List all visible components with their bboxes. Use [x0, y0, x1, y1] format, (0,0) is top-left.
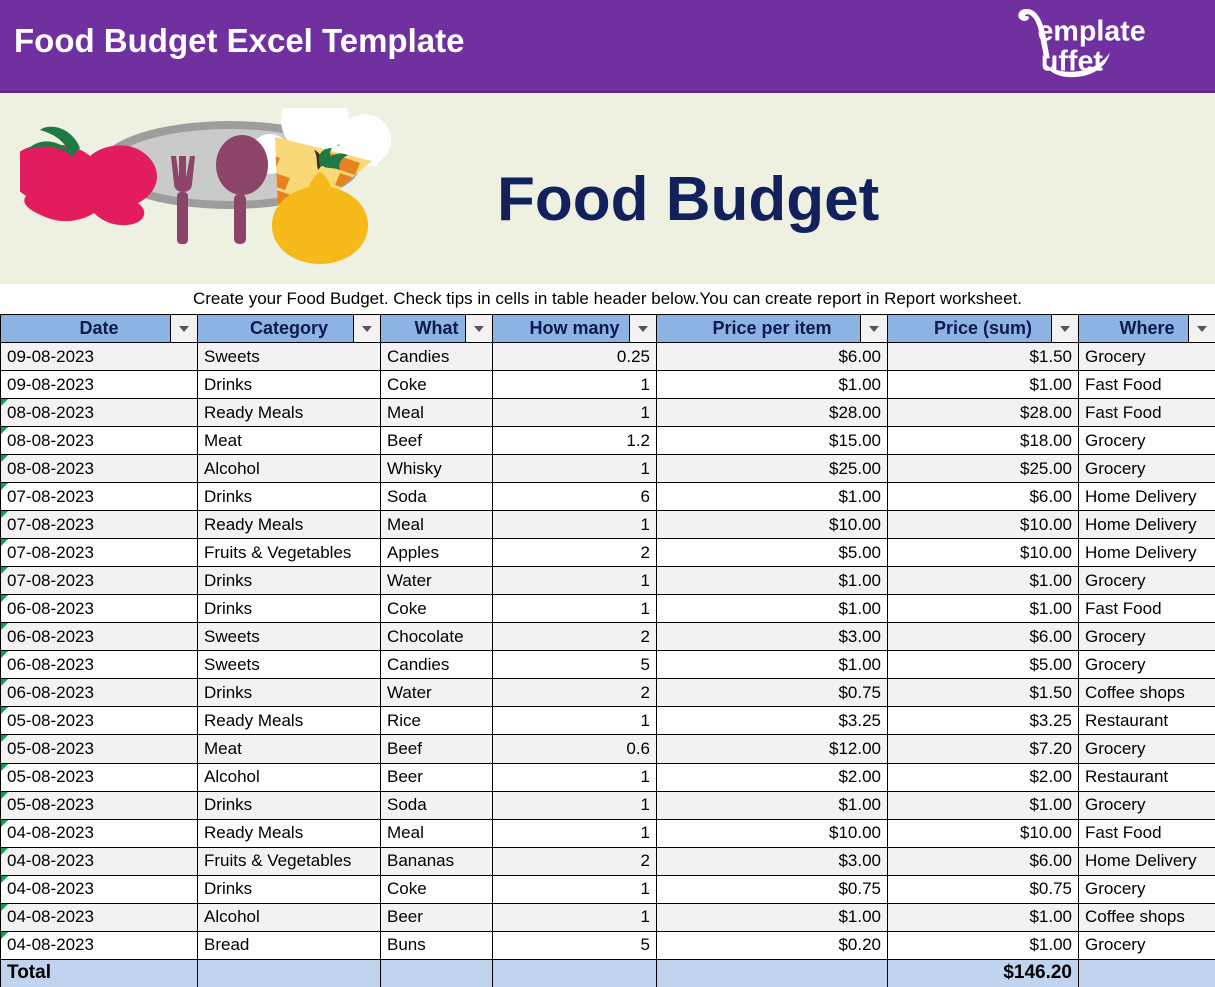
- svg-text:emplate: emplate: [1038, 15, 1146, 47]
